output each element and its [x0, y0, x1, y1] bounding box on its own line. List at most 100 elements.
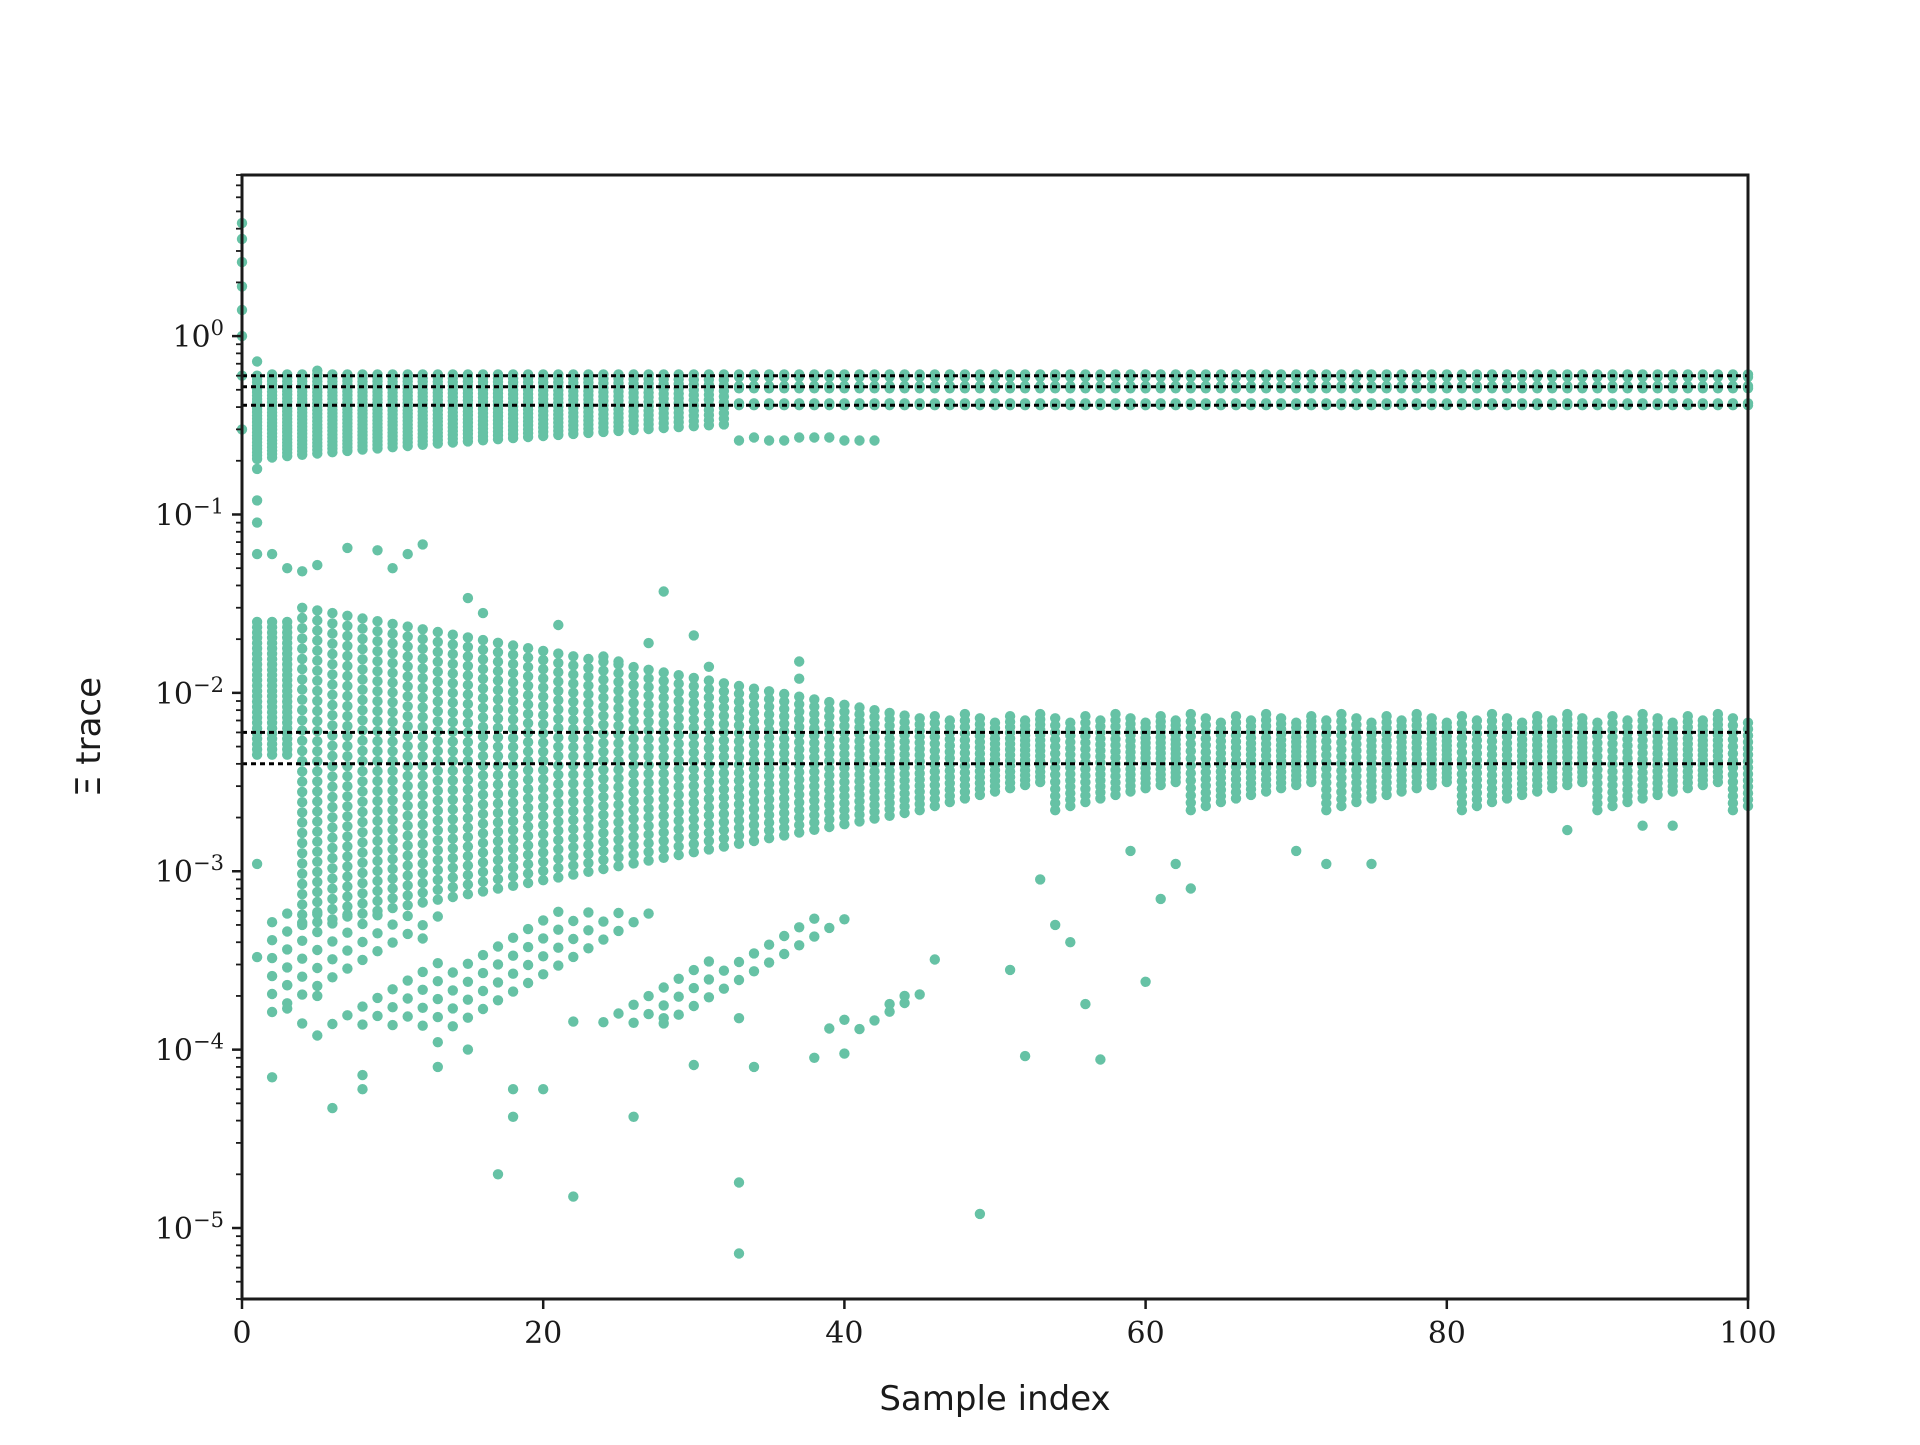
- data-point: [824, 922, 835, 934]
- data-point: [447, 784, 458, 796]
- data-point: [522, 699, 534, 710]
- data-point: [1456, 805, 1468, 816]
- data-point: [492, 995, 504, 1006]
- x-tick-label: 20: [524, 1316, 562, 1351]
- data-point: [372, 928, 383, 939]
- data-point: [1065, 937, 1076, 948]
- data-point: [824, 785, 835, 796]
- data-point: [297, 868, 308, 879]
- data-point: [703, 992, 715, 1003]
- data-point: [718, 833, 730, 844]
- data-point: [417, 643, 428, 654]
- data-point: [733, 838, 745, 849]
- data-point: [628, 831, 639, 842]
- data-point: [794, 432, 805, 443]
- data-point: [1456, 718, 1468, 729]
- data-point: [492, 1169, 504, 1180]
- data-point: [402, 975, 413, 986]
- data-point: [342, 751, 353, 762]
- data-point: [538, 933, 549, 944]
- data-point: [266, 548, 278, 560]
- data-point: [538, 810, 549, 822]
- data-point: [1035, 708, 1046, 720]
- data-point: [522, 643, 534, 654]
- data-point: [312, 625, 323, 636]
- data-point: [553, 769, 564, 780]
- data-point: [342, 841, 353, 852]
- data-point: [282, 563, 293, 574]
- data-point: [297, 971, 308, 982]
- data-point: [613, 685, 624, 696]
- data-point: [703, 661, 715, 672]
- data-point: [914, 713, 925, 724]
- data-point: [462, 708, 474, 719]
- data-point: [387, 863, 398, 875]
- data-point: [402, 900, 413, 911]
- data-point: [733, 830, 745, 842]
- data-point: [297, 725, 308, 736]
- data-point: [312, 736, 323, 747]
- data-point: [779, 815, 790, 826]
- data-point: [417, 751, 428, 762]
- data-point: [402, 750, 413, 762]
- data-point: [417, 692, 428, 703]
- data-point: [553, 960, 564, 971]
- data-point: [914, 989, 925, 1000]
- data-point: [357, 1019, 368, 1030]
- data-point: [1004, 711, 1016, 722]
- data-point: [598, 1017, 609, 1028]
- data-point: [538, 645, 549, 657]
- data-point: [553, 760, 564, 771]
- data-point: [417, 966, 428, 978]
- data-point: [447, 862, 458, 873]
- data-point: [342, 945, 353, 956]
- data-point: [251, 517, 263, 528]
- data-point: [357, 827, 368, 838]
- data-point: [282, 908, 293, 919]
- data-point: [794, 767, 805, 778]
- data-point: [643, 855, 654, 866]
- data-point: [568, 732, 579, 744]
- data-point: [703, 742, 715, 754]
- data-point: [703, 956, 715, 967]
- data-point: [628, 840, 639, 851]
- data-point: [1215, 717, 1227, 728]
- data-point: [447, 843, 458, 854]
- data-point: [583, 857, 594, 869]
- reference-lines: [242, 374, 1748, 766]
- data-point: [628, 849, 639, 860]
- data-point: [387, 902, 398, 914]
- data-point: [884, 998, 895, 1010]
- data-point: [703, 768, 715, 779]
- data-point: [447, 1021, 458, 1032]
- data-point: [447, 872, 458, 883]
- data-point: [658, 709, 669, 720]
- data-point: [703, 785, 715, 796]
- data-point: [628, 858, 639, 869]
- data-point: [387, 667, 398, 679]
- data-point: [507, 986, 519, 997]
- data-point: [568, 933, 579, 945]
- data-point: [402, 548, 413, 560]
- data-point: [598, 818, 609, 830]
- data-point: [794, 804, 805, 816]
- data-point: [733, 1177, 745, 1188]
- data-point: [357, 725, 368, 736]
- data-point: [312, 615, 323, 626]
- data-point: [553, 723, 564, 734]
- data-point: [568, 742, 579, 753]
- data-point: [357, 766, 368, 777]
- data-point: [312, 665, 323, 676]
- data-point: [658, 701, 669, 712]
- data-point: [688, 797, 699, 808]
- x-tick-label: 80: [1428, 1316, 1466, 1351]
- data-point: [462, 822, 474, 833]
- data-point: [522, 746, 534, 757]
- data-point: [312, 746, 323, 757]
- data-point: [342, 670, 353, 682]
- y-tick-label: 10−4: [155, 1030, 224, 1069]
- data-point: [553, 872, 564, 883]
- data-point: [583, 769, 594, 780]
- data-point: [387, 765, 398, 777]
- data-point: [628, 688, 639, 699]
